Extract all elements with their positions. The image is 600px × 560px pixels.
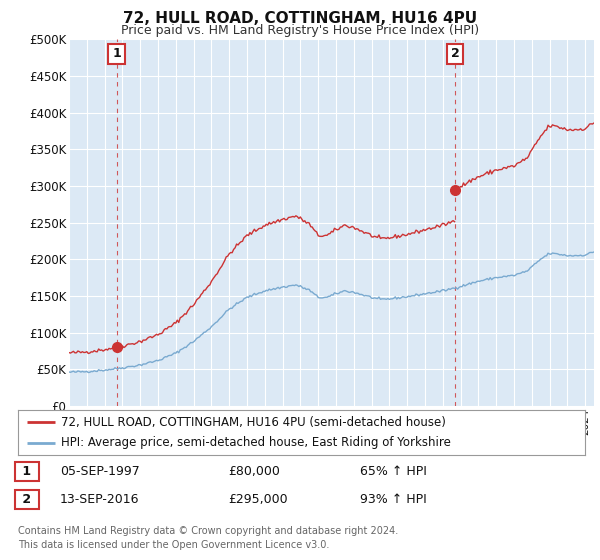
- Text: 05-SEP-1997: 05-SEP-1997: [60, 465, 140, 478]
- Text: £295,000: £295,000: [228, 493, 287, 506]
- Text: Price paid vs. HM Land Registry's House Price Index (HPI): Price paid vs. HM Land Registry's House …: [121, 24, 479, 36]
- Text: 72, HULL ROAD, COTTINGHAM, HU16 4PU: 72, HULL ROAD, COTTINGHAM, HU16 4PU: [123, 11, 477, 26]
- Text: 72, HULL ROAD, COTTINGHAM, HU16 4PU (semi-detached house): 72, HULL ROAD, COTTINGHAM, HU16 4PU (sem…: [61, 416, 445, 428]
- Text: 2: 2: [18, 493, 35, 506]
- Text: 2: 2: [451, 48, 460, 60]
- Text: HPI: Average price, semi-detached house, East Riding of Yorkshire: HPI: Average price, semi-detached house,…: [61, 436, 451, 449]
- Text: 13-SEP-2016: 13-SEP-2016: [60, 493, 139, 506]
- Text: 65% ↑ HPI: 65% ↑ HPI: [360, 465, 427, 478]
- Text: 1: 1: [112, 48, 121, 60]
- Text: Contains HM Land Registry data © Crown copyright and database right 2024.
This d: Contains HM Land Registry data © Crown c…: [18, 526, 398, 549]
- Text: 93% ↑ HPI: 93% ↑ HPI: [360, 493, 427, 506]
- Text: £80,000: £80,000: [228, 465, 280, 478]
- Text: 1: 1: [18, 465, 35, 478]
